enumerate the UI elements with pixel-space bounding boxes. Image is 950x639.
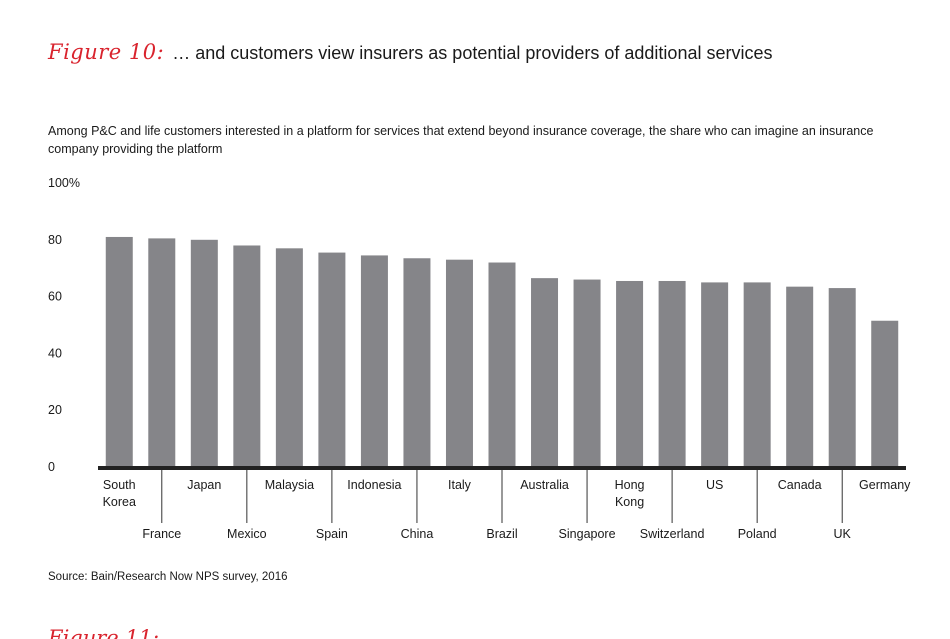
bar	[233, 245, 261, 467]
y-tick-label: 80	[48, 233, 62, 247]
category-label: France	[142, 527, 181, 541]
category-label: Singapore	[559, 527, 616, 541]
bar	[786, 286, 814, 467]
category-label: Indonesia	[347, 478, 401, 492]
bar	[105, 236, 133, 467]
bar	[743, 282, 771, 467]
bar	[190, 239, 218, 467]
figure-number: Figure 10:	[48, 40, 165, 64]
bar	[360, 255, 388, 467]
category-label: Japan	[187, 478, 221, 492]
category-label: Italy	[448, 478, 472, 492]
y-tick-label: 100%	[48, 176, 80, 190]
category-label: Australia	[520, 478, 569, 492]
category-label: Hong Kong	[615, 478, 645, 509]
bar-chart: 0 20 40 60 80 100% South Korea France Japan Mexico…	[48, 176, 911, 541]
y-tick-label: 20	[48, 403, 62, 417]
bar	[488, 262, 516, 467]
category-label: Poland	[738, 527, 777, 541]
category-label: Switzerland	[640, 527, 705, 541]
category-label: Spain	[316, 527, 348, 541]
bar	[616, 280, 644, 467]
source-note: Source: Bain/Research Now NPS survey, 20…	[48, 571, 288, 583]
bar	[701, 282, 729, 467]
x-axis-line	[98, 466, 906, 470]
next-figure-label: Figure 11:	[48, 628, 168, 639]
bar	[445, 259, 473, 467]
bar	[403, 258, 431, 467]
category-label: China	[401, 527, 434, 541]
category-label: Malaysia	[265, 478, 314, 492]
bar	[828, 288, 856, 467]
bar	[573, 279, 601, 467]
bar	[531, 278, 559, 467]
bar	[318, 252, 346, 467]
category-label: UK	[834, 527, 852, 541]
y-tick-label: 0	[48, 460, 55, 474]
y-tick-label: 60	[48, 290, 62, 304]
figure-title-text: … and customers view insurers as potenti…	[172, 43, 773, 63]
figure-title: Figure 10: … and customers view insurers …	[48, 40, 772, 64]
bar	[275, 248, 303, 467]
category-label: Germany	[859, 478, 911, 492]
bar	[658, 280, 686, 467]
chart-subtitle: Among P&C and life customers interested …	[48, 124, 874, 156]
category-label: US	[706, 478, 723, 492]
bar	[148, 238, 176, 467]
category-label: South Korea	[103, 478, 136, 509]
y-tick-label: 40	[48, 346, 62, 360]
category-label: Brazil	[486, 527, 517, 541]
bar	[871, 320, 899, 467]
category-label: Canada	[778, 478, 822, 492]
category-label: Mexico	[227, 527, 267, 541]
